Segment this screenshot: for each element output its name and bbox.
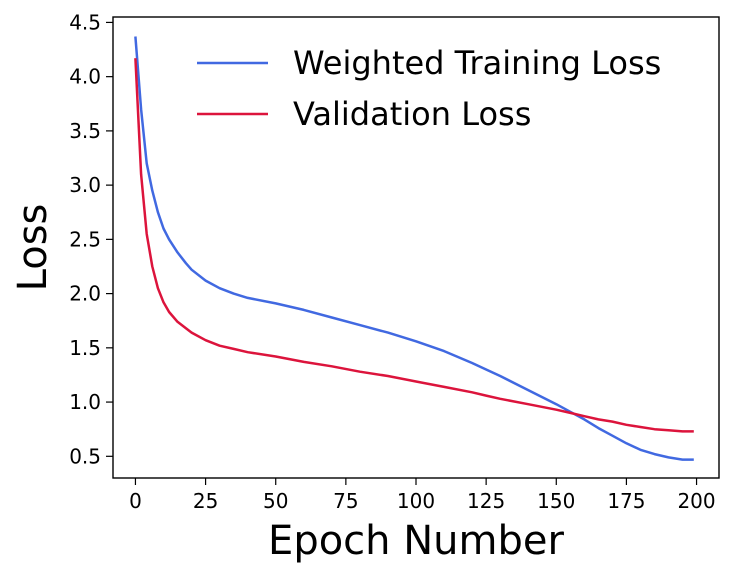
x-axis: 0 25 50 75 100 125 150 175 200 (129, 478, 716, 513)
x-axis-title: Epoch Number (268, 518, 564, 564)
y-tick-label: 3.0 (69, 173, 101, 197)
x-tick-label: 200 (677, 489, 715, 513)
plot-frame (112, 16, 720, 479)
y-tick-label: 1.5 (69, 336, 101, 360)
y-axis: 0.5 1.0 1.5 2.0 2.5 3.0 3.5 4.0 4.5 (69, 10, 113, 468)
legend-label-weighted-training-loss: Weighted Training Loss (293, 44, 661, 82)
x-tick-label: 50 (263, 489, 288, 513)
y-tick-label: 1.0 (69, 390, 101, 414)
legend: Weighted Training Loss Validation Loss (197, 44, 661, 133)
legend-label-validation-loss: Validation Loss (293, 95, 531, 133)
y-tick-label: 3.5 (69, 119, 101, 143)
y-tick-label: 2.5 (69, 227, 101, 251)
y-tick-label: 4.0 (69, 65, 101, 89)
series-line-validation-loss (134, 58, 694, 433)
x-tick-label: 25 (193, 489, 218, 513)
x-tick-label: 0 (129, 489, 142, 513)
series-line-weighted-training-loss (134, 36, 694, 461)
x-tick-label: 125 (467, 489, 505, 513)
y-tick-label: 2.0 (69, 282, 101, 306)
y-tick-label: 0.5 (69, 444, 101, 468)
series-lines (134, 36, 694, 461)
x-tick-label: 175 (607, 489, 645, 513)
plot-area (112, 16, 720, 479)
x-tick-label: 150 (537, 489, 575, 513)
x-tick-label: 100 (397, 489, 435, 513)
x-tick-label: 75 (333, 489, 358, 513)
y-axis-title: Loss (10, 204, 56, 292)
y-tick-label: 4.5 (69, 10, 101, 34)
